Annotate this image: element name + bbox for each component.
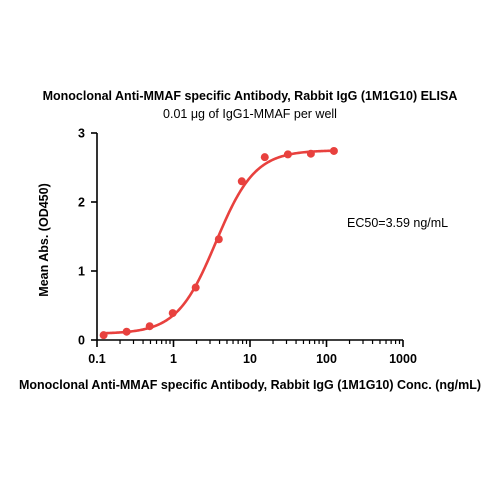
chart-title: Monoclonal Anti-MMAF specific Antibody, … [43,89,458,103]
x-tick-label: 100 [316,352,337,366]
ec50-annotation: EC50=3.59 ng/mL [347,216,448,230]
data-point [306,149,315,158]
plot-area: 0 1 2 3 0.1 1 10 100 1000 [78,127,417,367]
data-point [214,235,223,244]
data-point [237,177,246,186]
x-axis-label: Monoclonal Anti-MMAF specific Antibody, … [19,378,481,392]
data-point [283,150,292,159]
y-axis-label: Mean Abs. (OD450) [37,183,51,296]
data-point [329,146,338,155]
data-point [99,331,108,340]
data-point [122,327,131,336]
x-tick-label: 10 [243,352,257,366]
x-tick-label: 0.1 [88,352,105,366]
y-tick-label: 1 [78,265,85,279]
data-point [168,309,177,318]
y-tick-label: 0 [78,334,85,348]
y-tick-label: 3 [78,127,85,141]
y-tick-label: 2 [78,196,85,210]
chart-subtitle: 0.01 μg of IgG1-MMAF per well [163,107,337,121]
data-point [191,283,200,292]
x-tick-label: 1 [170,352,177,366]
data-point [260,153,269,162]
x-tick-label: 1000 [389,352,417,366]
data-point [145,322,154,331]
